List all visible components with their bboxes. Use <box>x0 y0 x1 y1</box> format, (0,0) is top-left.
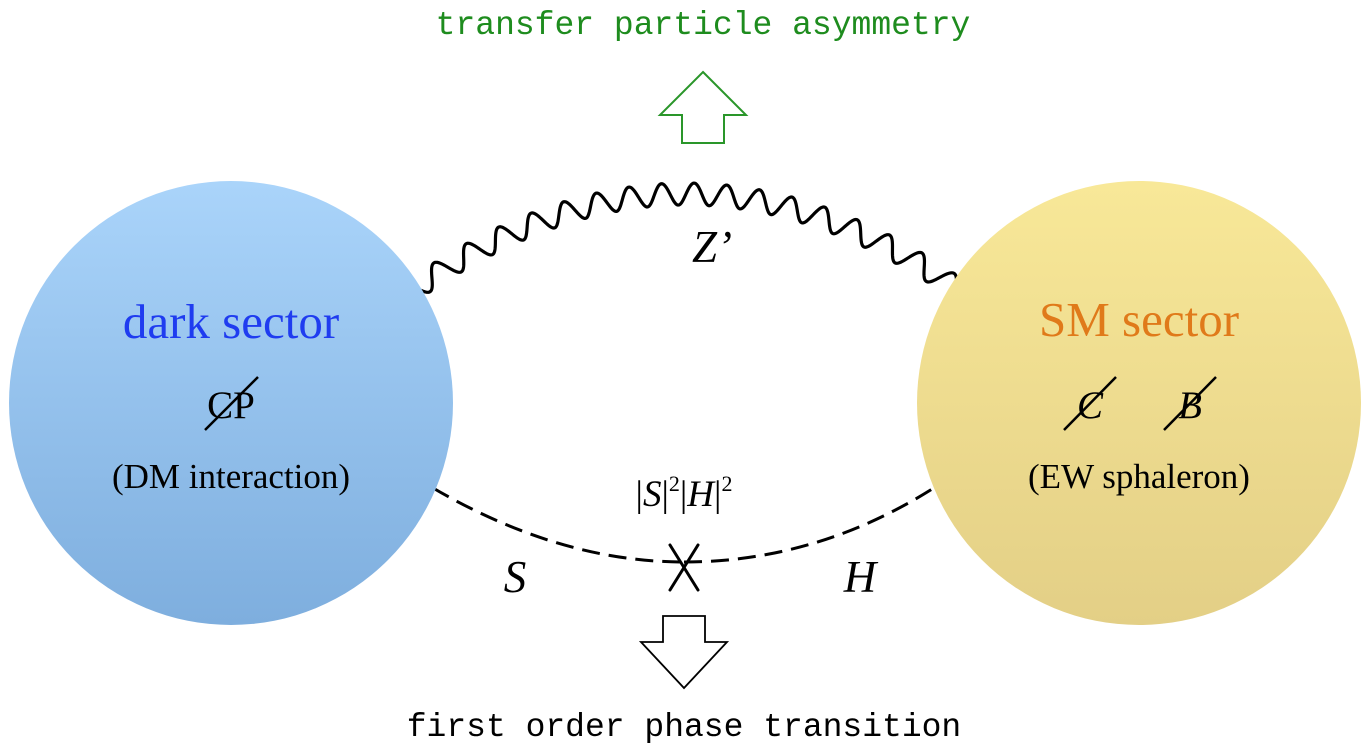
z-prime-wavy-line <box>414 181 959 294</box>
interaction-term: |S|2|H|2 <box>636 471 733 515</box>
dark-sector-title: dark sector <box>123 294 339 349</box>
dark-sector-note: (DM interaction) <box>112 457 350 496</box>
bottom-label: first order phase transition <box>407 709 962 746</box>
vertex-cross-icon <box>668 543 700 592</box>
sm-sector-title: SM sector <box>1039 292 1239 347</box>
down-arrow-icon <box>638 615 730 690</box>
up-arrow-icon <box>657 70 749 144</box>
mediator-label: Z’ <box>692 222 732 272</box>
scalar-s-label: S <box>504 552 527 602</box>
b-slash <box>1163 376 1217 431</box>
c-slash <box>1063 376 1117 431</box>
sm-symbol-c: C <box>1077 384 1104 427</box>
sm-sector-note: (EW sphaleron) <box>1028 457 1250 496</box>
sm-sector-circle <box>917 181 1361 625</box>
cp-slash <box>204 376 259 431</box>
scalar-h-label: H <box>843 552 879 602</box>
sm-symbol-b: B <box>1178 384 1202 427</box>
scalar-s-dashed-line <box>432 486 685 564</box>
scalar-h-dashed-line <box>683 482 941 564</box>
top-label: transfer particle asymmetry <box>436 7 971 44</box>
